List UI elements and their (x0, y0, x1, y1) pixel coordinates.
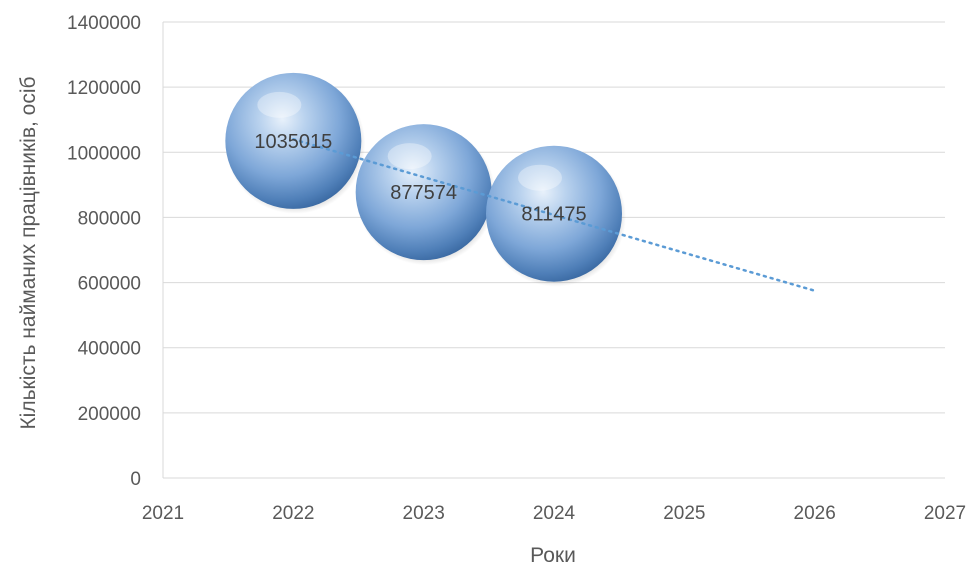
y-tick-label: 600000 (78, 274, 141, 295)
data-label: 811475 (521, 204, 586, 226)
trendline (292, 138, 816, 292)
trendline-group (292, 138, 816, 292)
y-tick-label: 1200000 (67, 78, 141, 99)
y-axis-ticks: 0 200000 400000 600000 800000 1000000 1200000 1… (67, 13, 141, 490)
x-tick-label: 2021 (142, 503, 184, 524)
x-tick-label: 2027 (924, 503, 966, 524)
x-tick-label: 2023 (403, 503, 445, 524)
x-axis-title: Роки (530, 544, 576, 566)
bubble-point (225, 72, 362, 209)
data-label: 877574 (390, 182, 457, 204)
x-tick-label: 2022 (272, 503, 314, 524)
y-tick-label: 400000 (78, 339, 141, 360)
x-tick-label: 2025 (663, 503, 705, 524)
y-axis-title: Кількість найманих працівників, осіб (17, 76, 40, 429)
bubble-highlight (257, 91, 302, 118)
bubble-point (486, 145, 622, 282)
y-tick-label: 200000 (78, 404, 141, 425)
bubble-highlight (387, 143, 432, 170)
y-tick-label: 1400000 (67, 13, 141, 34)
y-tick-label: 1000000 (67, 143, 141, 164)
y-tick-label: 0 (130, 469, 141, 490)
x-tick-label: 2024 (533, 503, 576, 524)
bubble-series (225, 72, 626, 287)
data-labels: 1035015 877574 811475 (254, 131, 586, 226)
x-axis-ticks: 2021 2022 2023 2024 2025 2026 2027 (142, 503, 966, 524)
y-tick-label: 800000 (78, 208, 141, 229)
bubble-point (355, 124, 492, 261)
x-tick-label: 2026 (794, 503, 836, 524)
bubble-highlight (518, 164, 562, 191)
data-label: 1035015 (254, 131, 332, 153)
